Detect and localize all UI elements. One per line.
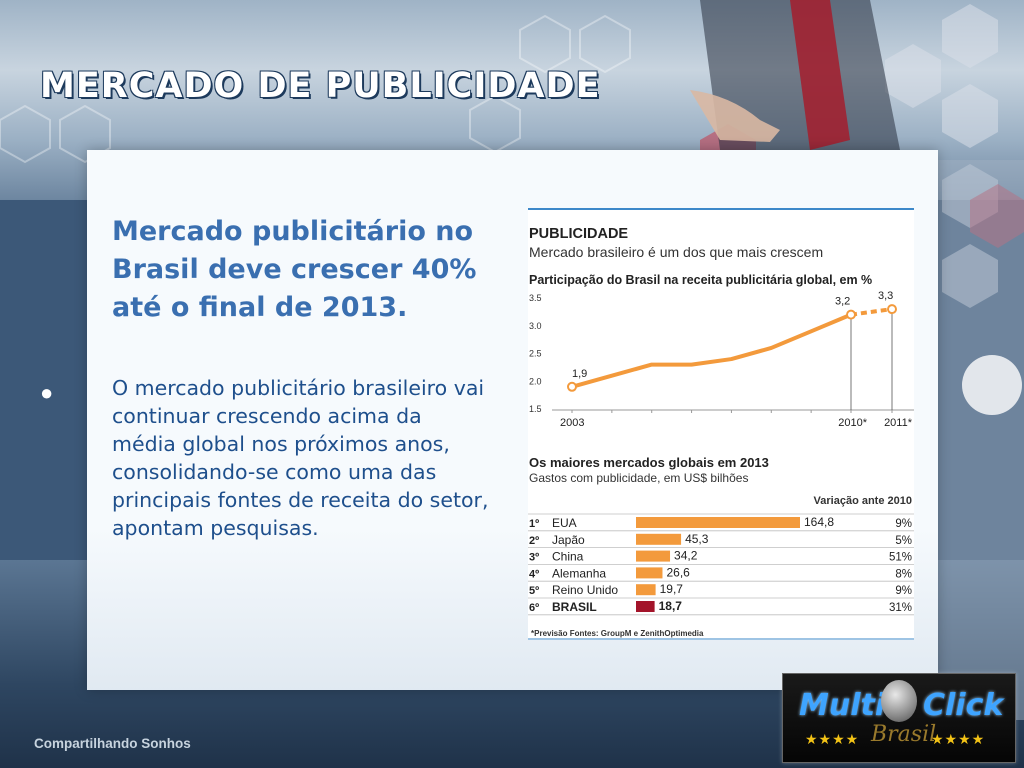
bar <box>636 584 656 596</box>
category-label: EUA <box>552 516 577 530</box>
change-label: 51% <box>889 552 912 564</box>
category-label: Alemanha <box>552 566 606 580</box>
bar <box>636 567 663 579</box>
logo-text-left: Multi <box>799 688 886 723</box>
point-label: 3,3 <box>878 290 893 302</box>
value-label: 164,8 <box>804 515 834 529</box>
figure-subheader: Mercado brasileiro é um dos que mais cre… <box>529 244 823 260</box>
footer-tagline: Compartilhando Sonhos <box>34 736 191 751</box>
bar-chart-title: Os maiores mercados globais em 2013 <box>529 455 769 470</box>
bar <box>636 550 671 562</box>
change-label: 9% <box>895 585 912 597</box>
rank-label: 1º <box>529 518 539 530</box>
data-point <box>887 304 897 315</box>
logo-stars-right: ★★★★ <box>931 731 986 747</box>
bar <box>636 601 655 612</box>
y-tick-label: 1.5 <box>529 404 542 414</box>
bullet-dot: ● <box>40 380 54 405</box>
logo-subtext: Brasil <box>871 722 937 747</box>
y-tick-label: 2.5 <box>529 349 542 359</box>
data-point <box>567 381 577 392</box>
bar <box>636 533 682 545</box>
multiclick-logo: Multi Click ★★★★ Brasil ★★★★ <box>782 673 1016 763</box>
category-label: China <box>552 550 584 564</box>
slide-title: MERCADO DE PUBLICIDADE <box>40 66 601 106</box>
line-series-projection <box>850 307 893 317</box>
x-tick-label: 2011* <box>884 417 913 429</box>
line-series <box>571 312 852 389</box>
point-label: 3,2 <box>835 296 850 308</box>
category-label: BRASIL <box>552 600 597 614</box>
y-tick-label: 3.0 <box>529 321 542 331</box>
body-paragraph: O mercado publicitário brasileiro vai co… <box>112 376 489 540</box>
change-label: 31% <box>889 602 912 614</box>
change-label: 8% <box>895 568 912 580</box>
logo-text-right: Click <box>923 688 1004 723</box>
headline: Mercado publicitário no Brasil deve cres… <box>112 216 477 323</box>
logo-emblem <box>881 680 917 722</box>
x-tick-label: 2003 <box>560 417 584 429</box>
value-label: 19,7 <box>660 582 684 596</box>
rank-label: 2º <box>529 535 539 547</box>
infographic-svg: PUBLICIDADE Mercado brasileiro é um dos … <box>528 208 914 640</box>
bar-chart: 1º EUA 164,8 9% 2º Japão 45,3 5% 3º China 34,2 51% 4… <box>528 513 914 616</box>
rank-label: 5º <box>529 585 539 597</box>
infographic: PUBLICIDADE Mercado brasileiro é um dos … <box>528 208 914 640</box>
y-tick-label: 3.5 <box>529 293 542 303</box>
line-chart-title: Participação do Brasil na receita public… <box>529 273 872 287</box>
value-label: 26,6 <box>666 565 690 579</box>
rank-label: 4º <box>529 568 539 580</box>
data-point <box>846 309 856 320</box>
rank-label: 6º <box>529 602 539 614</box>
value-label: 45,3 <box>685 532 709 546</box>
logo-stars-left: ★★★★ <box>805 731 860 747</box>
change-label: 5% <box>895 535 912 547</box>
figure-header: PUBLICIDADE <box>529 226 628 242</box>
y-tick-label: 2.0 <box>529 376 542 386</box>
value-label: 34,2 <box>674 549 698 563</box>
bar-chart-subtitle: Gastos com publicidade, em US$ bilhões <box>529 471 748 485</box>
value-label: 18,7 <box>659 599 683 613</box>
line-chart: 1.5 2.0 2.5 3.0 3.5 1,9 3,2 3,3 2003 2010* 2011* <box>529 290 914 429</box>
change-header: Variação ante 2010 <box>814 495 912 507</box>
category-label: Reino Unido <box>552 583 618 597</box>
bar <box>636 517 800 528</box>
source-note: *Previsão Fontes: GroupM e ZenithOptimed… <box>531 629 704 638</box>
category-label: Japão <box>552 533 585 547</box>
x-tick-label: 2010* <box>838 417 867 429</box>
rank-label: 3º <box>529 552 539 564</box>
point-label: 1,9 <box>572 368 587 380</box>
change-label: 9% <box>895 518 912 530</box>
